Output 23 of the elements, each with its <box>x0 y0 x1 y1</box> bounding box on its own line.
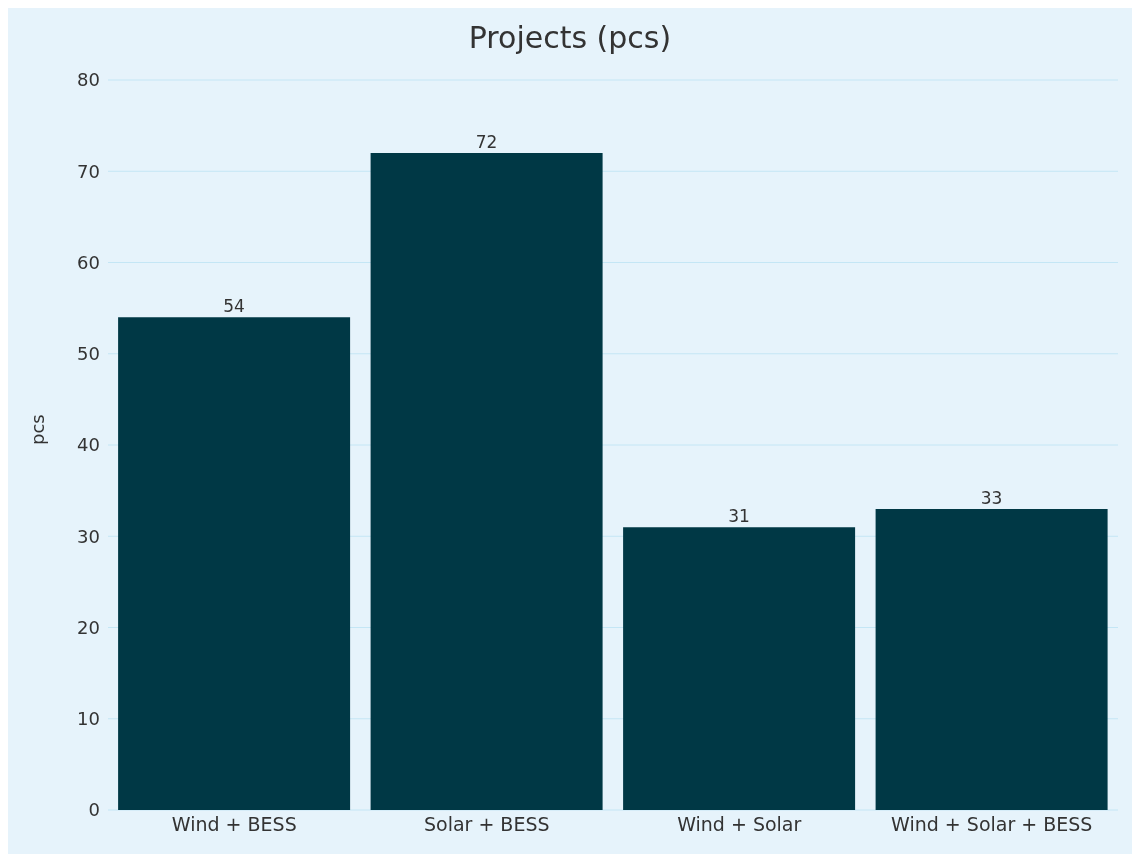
bar <box>875 508 1108 810</box>
data-label: 33 <box>980 487 1003 508</box>
x-tick-label: Solar + BESS <box>423 813 550 836</box>
x-tick-label: Wind + BESS <box>171 813 297 836</box>
chart-title: Projects (pcs) <box>467 19 673 57</box>
y-tick-label: 70 <box>77 160 100 182</box>
y-tick-label: 60 <box>77 251 100 273</box>
y-tick-label: 0 <box>88 799 100 821</box>
y-tick-label: 20 <box>77 616 100 638</box>
y-tick-label: 30 <box>77 525 100 547</box>
bar <box>370 153 603 810</box>
data-label: 54 <box>223 296 245 317</box>
data-label: 31 <box>728 506 750 527</box>
y-tick-label: 10 <box>77 708 100 730</box>
bar <box>118 317 351 810</box>
y-tick-label: 50 <box>77 343 100 365</box>
data-label: 72 <box>475 132 498 152</box>
x-tick-label: Wind + Solar <box>677 813 802 836</box>
bar <box>623 527 856 810</box>
x-tick-label: Wind + Solar + BESS <box>891 813 1093 836</box>
y-axis-title: pcs <box>27 414 49 445</box>
y-tick-label: 80 <box>77 69 100 91</box>
y-tick-label: 40 <box>77 434 100 456</box>
